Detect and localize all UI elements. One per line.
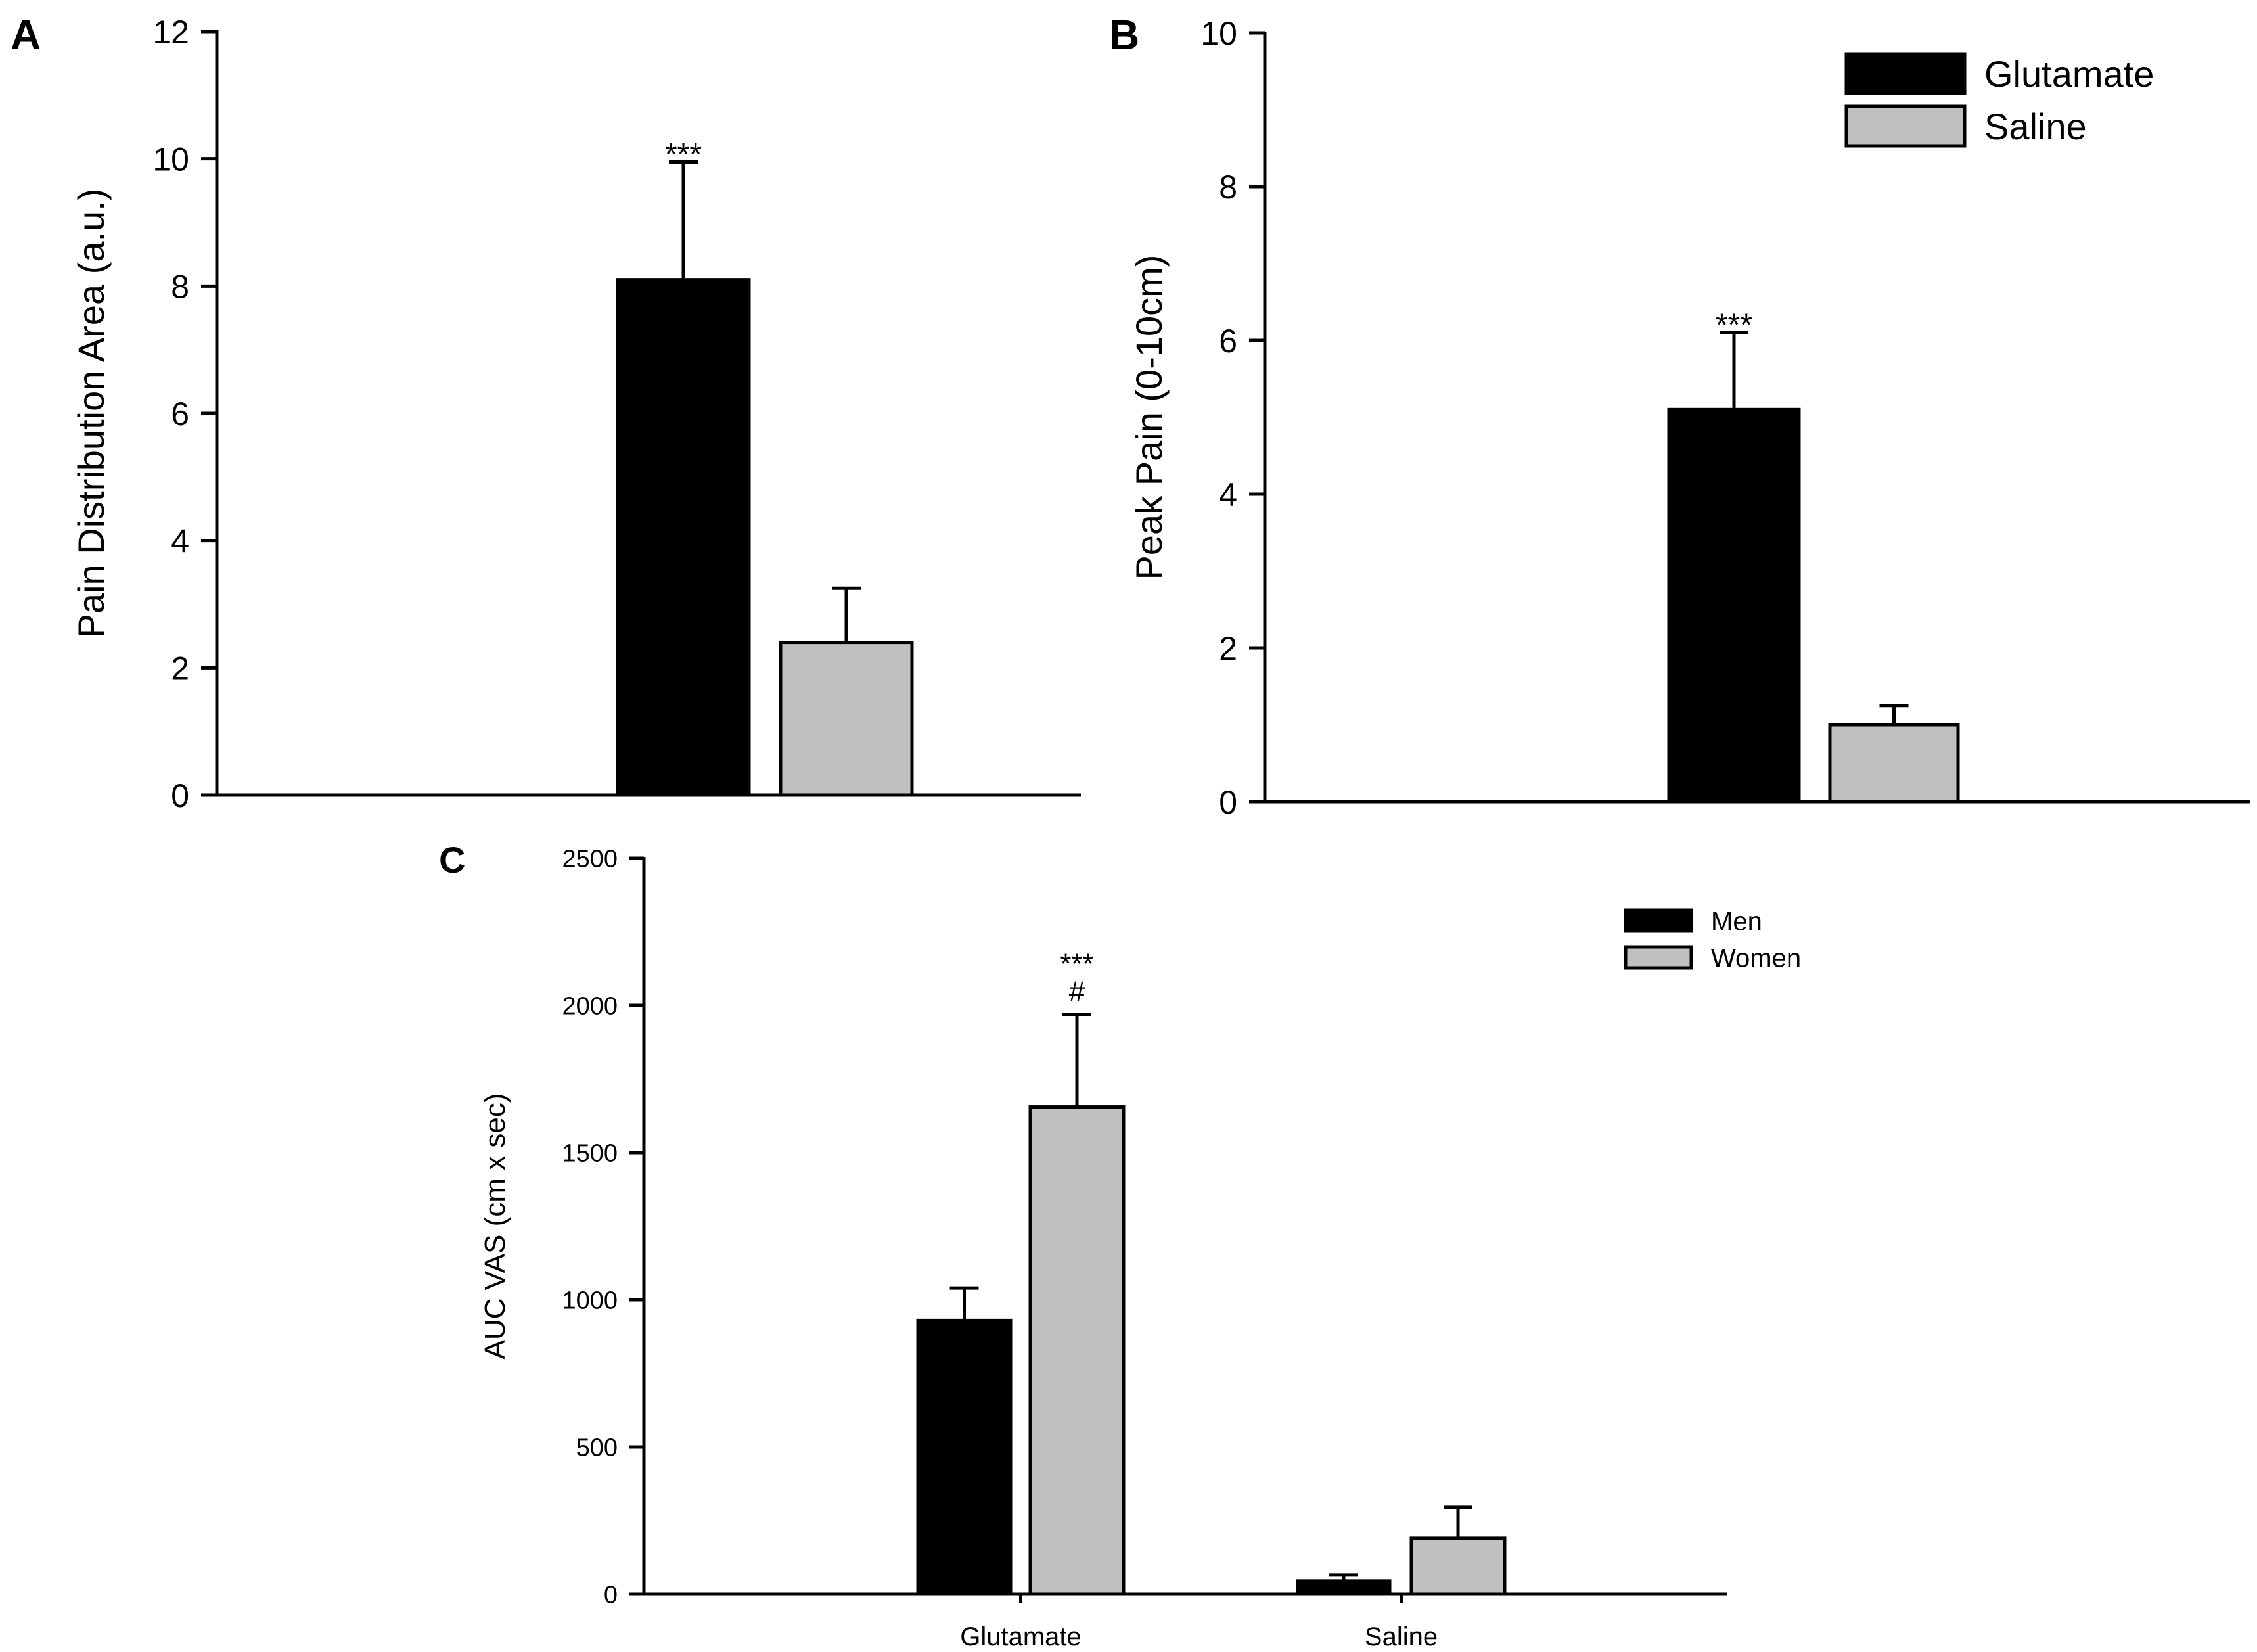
y-tick-label: 10 (152, 141, 189, 178)
y-tick-label: 4 (171, 523, 189, 560)
significance-hash: # (1069, 975, 1085, 1007)
bar-saline (779, 641, 914, 797)
legend-swatch-glutamate (1844, 52, 1967, 95)
y-tick-label: 10 (1200, 15, 1237, 52)
y-tick-label: 8 (1219, 169, 1237, 206)
y-tick-label: 8 (171, 268, 189, 305)
x-category-label: Saline (1365, 1622, 1438, 1651)
legend-swatch-saline (1844, 104, 1967, 148)
y-axis-title: Pain Distribution Area (a.u.) (70, 189, 112, 639)
y-tick-label: 2 (171, 650, 189, 687)
legend-swatch-women (1624, 945, 1693, 970)
y-axis-title: Peak Pain (0-10cm) (1128, 255, 1170, 580)
bar-women-saline (1409, 1536, 1507, 1596)
legend-label-glutamate: Glutamate (1984, 53, 2154, 95)
panel-label: C (439, 839, 465, 881)
y-tick-label: 2000 (562, 993, 618, 1021)
y-tick-label: 12 (152, 14, 189, 51)
y-axis-title: AUC VAS (cm x sec) (479, 1093, 511, 1359)
significance-stars: *** (1716, 308, 1752, 343)
bar-glutamate (616, 278, 751, 797)
significance-stars: *** (1060, 948, 1093, 980)
y-tick-label: 2500 (562, 846, 618, 873)
bar-men-glutamate (916, 1318, 1013, 1596)
x-category-label: Glutamate (960, 1622, 1082, 1651)
y-tick-label: 2 (1219, 630, 1237, 667)
legend-label-men: Men (1711, 907, 1762, 936)
y-tick-label: 500 (576, 1434, 618, 1462)
bar-men-saline (1296, 1579, 1392, 1596)
y-tick-label: 4 (1219, 476, 1237, 513)
bar-saline (1828, 723, 1960, 804)
bar-glutamate (1667, 407, 1801, 804)
y-tick-label: 6 (171, 396, 189, 432)
legend-label-saline: Saline (1984, 106, 2087, 147)
panel-a: A 0 2 4 6 8 10 12 Pain Distribution Area (a.u.) *… (11, 11, 1081, 814)
y-tick-label: 0 (171, 777, 189, 814)
y-tick-label: 1500 (562, 1140, 618, 1168)
y-tick-label: 6 (1219, 323, 1237, 359)
y-tick-label: 0 (604, 1582, 618, 1609)
y-tick-label: 0 (1219, 784, 1237, 821)
panel-c: C 0 500 1000 1500 2000 2500 AUC VAS (cm x sec) #… (439, 839, 1801, 1651)
legend-label-women: Women (1711, 944, 1801, 973)
bar-women-glutamate (1028, 1105, 1126, 1596)
significance-stars: *** (665, 137, 702, 172)
legend-swatch-men (1624, 908, 1693, 933)
panel-label: B (1109, 11, 1139, 58)
y-tick-label: 1000 (562, 1287, 618, 1315)
panel-b: B 0 2 4 6 8 10 Peak Pain (0-10cm) *** Glutamate Sa… (1109, 11, 2250, 821)
panel-label: A (11, 11, 41, 58)
